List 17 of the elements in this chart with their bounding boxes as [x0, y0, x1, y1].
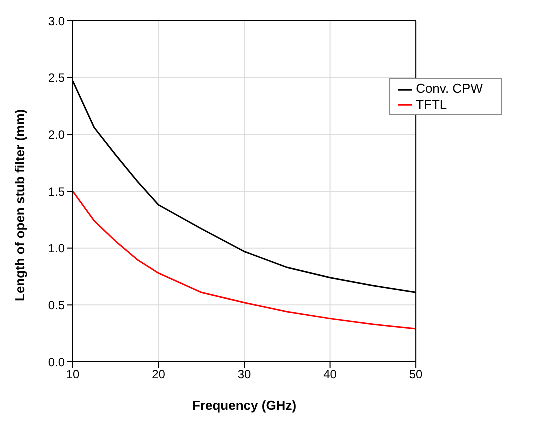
y-axis-title: Length of open stub filter (mm) [12, 109, 28, 302]
x-tick-label: 50 [409, 368, 424, 382]
legend-label: Conv. CPW [416, 81, 483, 96]
y-tick-label: 0.5 [48, 298, 66, 312]
x-tick-label: 30 [238, 368, 252, 382]
x-tick-label: 20 [152, 368, 166, 382]
y-tick-label: 1.0 [48, 242, 66, 256]
x-axis-title: Frequency (GHz) [192, 398, 297, 413]
line-series [73, 190, 416, 330]
y-tick-label: 3.0 [48, 14, 66, 28]
y-tick-label: 2.5 [48, 71, 66, 86]
y-tick-label: 0.0 [48, 355, 66, 370]
y-tick-label: 1.5 [48, 184, 66, 199]
legend-label: TFTL [416, 96, 448, 112]
x-tick-label: 40 [324, 368, 338, 382]
y-tick-label: 2.0 [48, 128, 66, 142]
x-tick-label: 10 [66, 368, 80, 382]
